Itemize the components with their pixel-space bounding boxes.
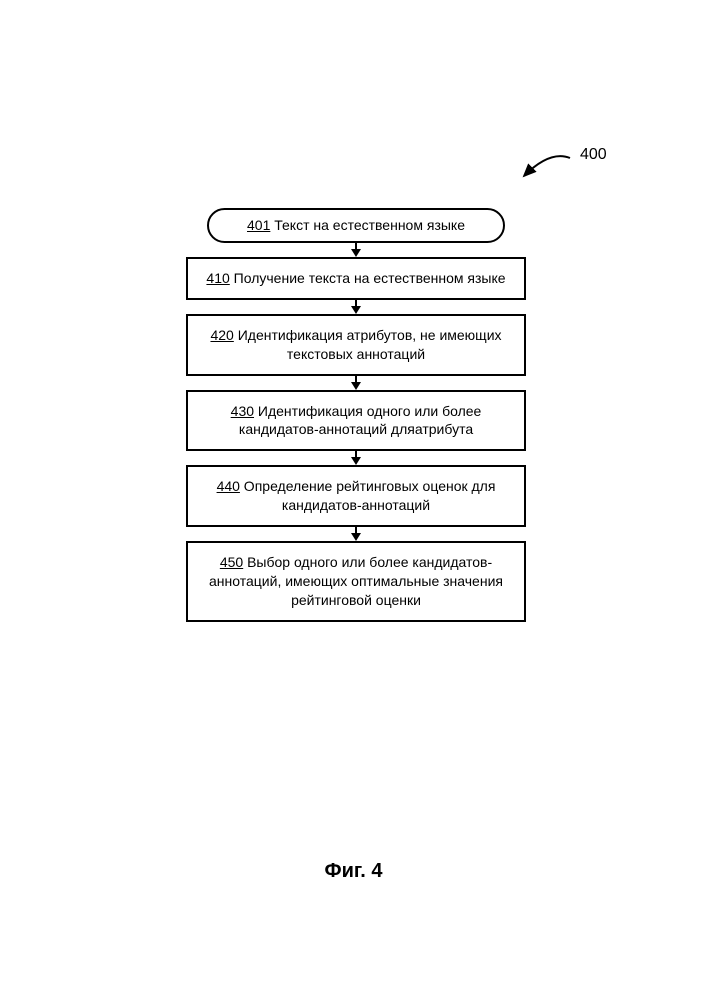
flow-node-401: 401 Текст на естественном языке xyxy=(207,208,505,243)
figure-canvas: 400 401 Текст на естественном языке410 П… xyxy=(0,0,707,1000)
flow-node-420: 420 Идентификация атрибутов, не имеющих … xyxy=(186,314,526,376)
flow-node-text: Идентификация атрибутов, не имеющих текс… xyxy=(234,327,502,362)
flow-node-id: 401 xyxy=(247,217,270,233)
flow-connector xyxy=(351,300,361,314)
flow-node-id: 410 xyxy=(206,270,229,286)
flow-node-id: 450 xyxy=(220,554,243,570)
flow-node-id: 430 xyxy=(231,403,254,419)
flow-node-text: Идентификация одного или более кандидато… xyxy=(239,403,481,438)
flowchart: 401 Текст на естественном языке 410 Получ… xyxy=(186,208,526,622)
flow-node-text: Выбор одного или более кандидатов-аннота… xyxy=(209,554,503,608)
flow-node-440: 440 Определение рейтинговых оценок для к… xyxy=(186,465,526,527)
flow-node-text: Получение текста на естественном языке xyxy=(230,270,506,286)
flow-connector xyxy=(351,451,361,465)
flow-connector xyxy=(351,376,361,390)
figure-caption: Фиг. 4 xyxy=(0,860,707,883)
flow-connector xyxy=(351,243,361,257)
flow-node-text: Текст на естественном языке xyxy=(270,217,465,233)
flow-node-id: 420 xyxy=(210,327,233,343)
flow-node-text: Определение рейтинговых оценок для канди… xyxy=(240,478,496,513)
flow-node-450: 450 Выбор одного или более кандидатов-ан… xyxy=(186,541,526,622)
flow-node-410: 410 Получение текста на естественном язы… xyxy=(186,257,526,300)
flow-node-430: 430 Идентификация одного или более канди… xyxy=(186,390,526,452)
flow-node-id: 440 xyxy=(217,478,240,494)
flow-connector xyxy=(351,527,361,541)
